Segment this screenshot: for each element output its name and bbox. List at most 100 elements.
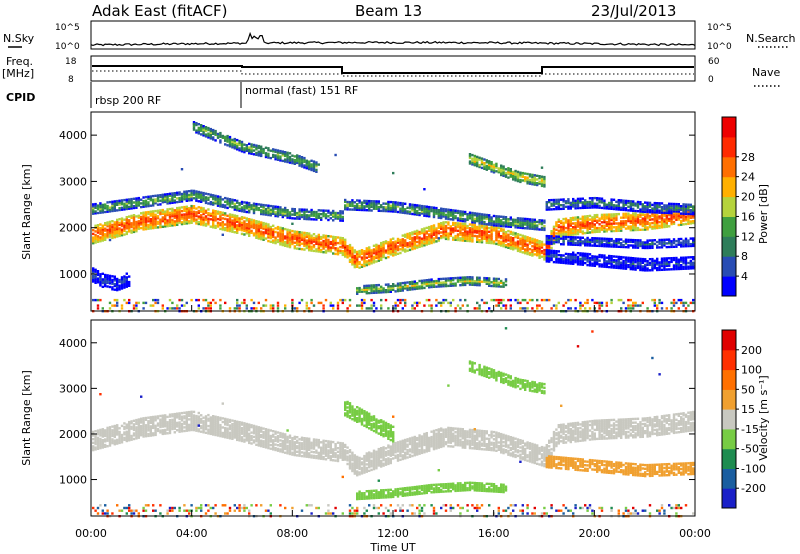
heatmap-cell	[478, 282, 481, 285]
heatmap-cell	[495, 164, 498, 167]
heatmap-cell	[308, 164, 311, 167]
heatmap-cell	[548, 240, 551, 243]
heatmap-cell	[368, 288, 371, 291]
heatmap-cell	[555, 261, 558, 264]
heatmap-cell	[495, 242, 498, 246]
heatmap-cell	[356, 203, 359, 206]
heatmap-cell	[228, 228, 232, 231]
heatmap-cell	[670, 217, 673, 220]
heatmap-cell	[492, 281, 496, 284]
heatmap-cell	[672, 215, 676, 218]
heatmap-cell	[236, 307, 239, 310]
heatmap-cell	[581, 240, 584, 243]
heatmap-cell	[569, 241, 572, 244]
heatmap-cell	[216, 199, 220, 202]
heatmap-cell	[209, 212, 212, 215]
nave-trace	[92, 70, 694, 77]
heatmap-cell	[670, 260, 673, 264]
heatmap-cell	[214, 200, 217, 203]
heatmap-cell	[502, 241, 505, 244]
heatmap-cell	[629, 262, 632, 265]
heatmap-cell	[425, 298, 428, 302]
heatmap-cell	[483, 213, 486, 216]
heatmap-cell	[528, 221, 532, 225]
heatmap-cell	[610, 224, 613, 227]
heatmap-cell	[250, 218, 253, 221]
heatmap-cell	[320, 213, 323, 216]
heatmap-cell	[399, 240, 402, 244]
heatmap-cell	[648, 218, 652, 221]
heatmap-cell	[260, 225, 263, 228]
heatmap-cell	[120, 304, 124, 307]
heatmap-cell	[418, 241, 421, 245]
heatmap-cell	[555, 224, 558, 228]
heatmap-cell	[94, 298, 97, 302]
heatmap-cell	[159, 212, 162, 216]
heatmap-cell	[634, 264, 637, 268]
heatmap-cell	[663, 223, 666, 227]
heatmap-cell	[603, 207, 606, 210]
heatmap-cell	[579, 225, 582, 228]
heatmap-cell	[644, 207, 647, 210]
heatmap-cell	[392, 244, 395, 248]
heatmap-cell	[432, 226, 436, 229]
heatmap-cell	[660, 240, 664, 243]
heatmap-cell	[293, 232, 296, 235]
heatmap-cell	[557, 231, 560, 234]
heatmap-cell	[406, 206, 409, 209]
heatmap-cell	[588, 225, 592, 229]
heatmap-cell	[120, 228, 124, 231]
heatmap-cell	[656, 246, 659, 249]
heatmap-cell	[358, 208, 361, 212]
heatmap-cell	[180, 298, 184, 302]
heatmap-cell	[651, 211, 654, 214]
heatmap-cell	[536, 178, 539, 181]
heatmap-cell	[408, 210, 412, 213]
heatmap-cell	[423, 242, 426, 245]
heatmap-cell	[363, 290, 366, 293]
heatmap-cell	[142, 224, 145, 227]
heatmap-cell	[327, 218, 330, 222]
heatmap-cell	[327, 244, 330, 247]
heatmap-cell	[636, 264, 640, 268]
heatmap-cell	[120, 206, 124, 210]
heatmap-cell	[264, 207, 268, 211]
heatmap-cell	[567, 226, 570, 229]
heatmap-cell	[305, 217, 308, 221]
heatmap-cell	[99, 227, 102, 230]
heatmap-cell	[600, 265, 604, 268]
heatmap-cell	[500, 168, 503, 171]
heatmap-cell	[329, 304, 332, 307]
heatmap-cell	[600, 197, 604, 200]
heatmap-cell	[264, 209, 268, 213]
heatmap-cell	[521, 175, 524, 178]
heatmap-cell	[612, 259, 616, 262]
heatmap-cell	[588, 206, 592, 209]
heatmap-cell	[555, 221, 558, 224]
heatmap-cell	[315, 165, 318, 168]
cpid-label: CPID	[6, 91, 35, 104]
heatmap-cell	[524, 240, 527, 244]
heatmap-cell	[233, 137, 236, 141]
heatmap-cell	[94, 276, 97, 279]
heatmap-cell	[116, 281, 119, 284]
heatmap-cell	[675, 216, 678, 220]
heatmap-cell	[116, 224, 119, 227]
heatmap-cell	[293, 162, 296, 165]
heatmap-cell	[428, 205, 431, 209]
heatmap-cell	[168, 217, 172, 220]
heatmap-cell	[214, 131, 217, 135]
heatmap-cell	[286, 243, 289, 246]
heatmap-cell	[248, 223, 251, 226]
heatmap-cell	[663, 264, 666, 268]
heatmap-cell	[240, 150, 244, 153]
heatmap-cell	[231, 213, 234, 217]
heatmap-cell	[332, 239, 335, 242]
heatmap-cell	[464, 278, 467, 281]
heatmap-cell	[320, 250, 323, 254]
heatmap-cell	[480, 166, 484, 170]
heatmap-cell	[622, 223, 625, 227]
heatmap-cell	[447, 232, 450, 235]
heatmap-cell	[269, 235, 272, 238]
heatmap-cell	[416, 206, 419, 209]
